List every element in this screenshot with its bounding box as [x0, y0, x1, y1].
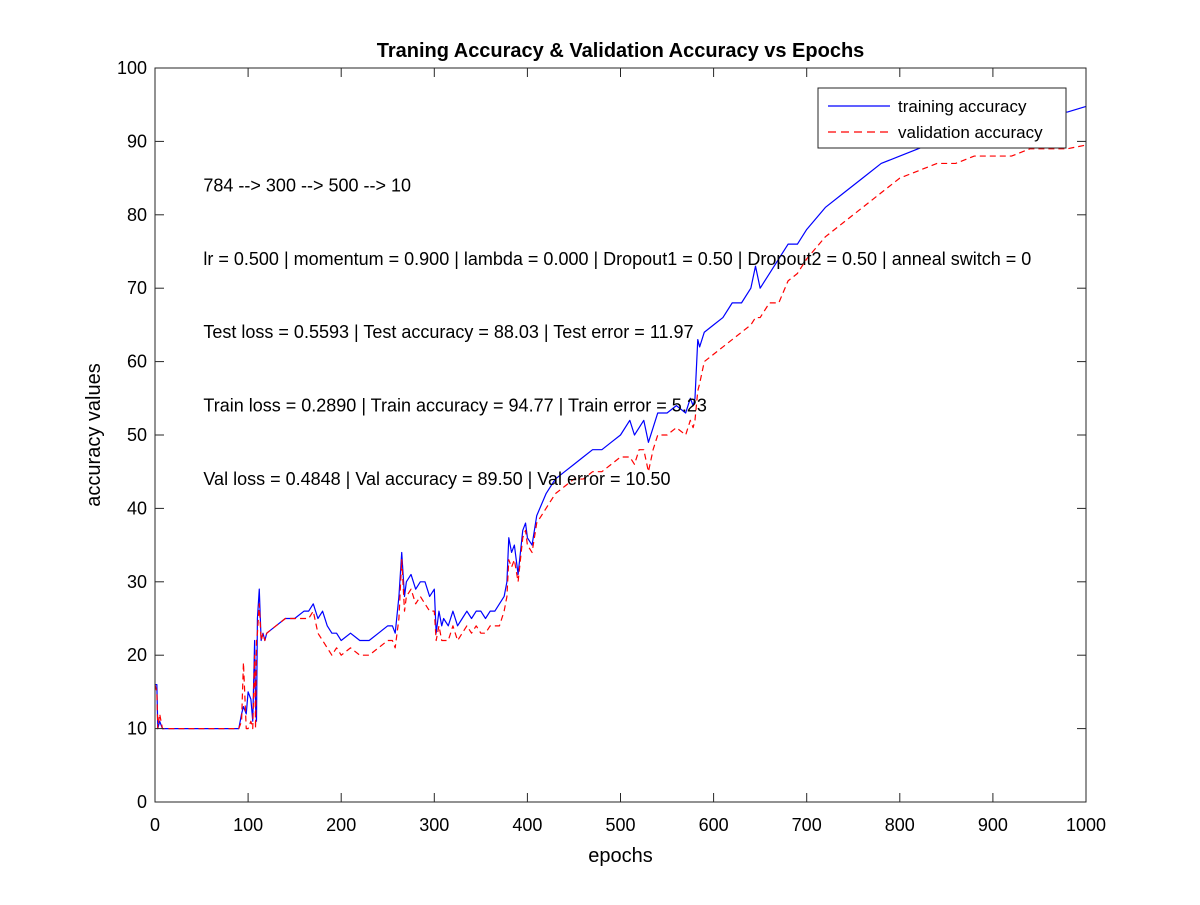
annotation-text-3: Train loss = 0.2890 | Train accuracy = 9… [203, 396, 706, 416]
y-tick-label-10: 100 [117, 58, 147, 78]
y-tick-label-2: 20 [127, 645, 147, 665]
series-layer [154, 105, 1087, 730]
x-tick-label-3: 300 [419, 815, 449, 835]
chart-title: Traning Accuracy & Validation Accuracy v… [377, 40, 865, 62]
legend-label-training: training accuracy [898, 97, 1027, 116]
y-tick-label-8: 80 [127, 205, 147, 225]
annotation-text-1: lr = 0.500 | momentum = 0.900 | lambda =… [203, 249, 1031, 269]
legend-label-validation: validation accuracy [898, 123, 1043, 142]
x-tick-label-7: 700 [792, 815, 822, 835]
x-tick-label-5: 500 [605, 815, 635, 835]
x-tick-label-2: 200 [326, 815, 356, 835]
y-tick-label-1: 10 [127, 719, 147, 739]
y-tick-label-4: 40 [127, 498, 147, 518]
y-tick-label-7: 70 [127, 278, 147, 298]
series-line-validation [154, 144, 1087, 730]
annotation-text-2: Test loss = 0.5593 | Test accuracy = 88.… [203, 322, 693, 342]
x-tick-label-6: 600 [699, 815, 729, 835]
y-tick-label-6: 60 [127, 352, 147, 372]
x-tick-label-1: 100 [233, 815, 263, 835]
y-axis-label: accuracy values [83, 363, 105, 506]
y-tick-label-5: 50 [127, 425, 147, 445]
annotation-layer: 784 --> 300 --> 500 --> 10 lr = 0.500 | m… [203, 175, 1031, 489]
x-tick-label-9: 900 [978, 815, 1008, 835]
tick-layer: 0 100 200 300 400 500 600 700 800 900 1000 0 10 20 30 4… [117, 58, 1106, 835]
x-tick-label-8: 800 [885, 815, 915, 835]
x-axis-label: epochs [588, 845, 653, 867]
x-tick-label-4: 400 [512, 815, 542, 835]
x-tick-label-10: 1000 [1066, 815, 1106, 835]
annotation-text-0: 784 --> 300 --> 500 --> 10 [203, 175, 411, 195]
y-tick-label-3: 30 [127, 572, 147, 592]
y-tick-label-9: 90 [127, 131, 147, 151]
legend-box [817, 87, 1067, 149]
y-tick-label-0: 0 [137, 792, 147, 812]
annotation-text-4: Val loss = 0.4848 | Val accuracy = 89.50… [203, 469, 670, 489]
legend: training accuracy validation accuracy [817, 87, 1067, 149]
x-tick-label-0: 0 [150, 815, 160, 835]
